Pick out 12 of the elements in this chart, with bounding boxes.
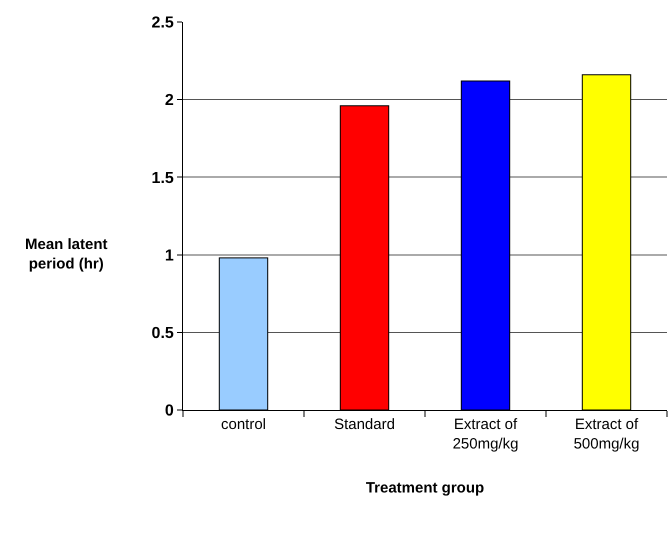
x-axis-title: Treatment group bbox=[366, 480, 484, 496]
x-tick-label: Extract of 500mg/kg bbox=[574, 416, 640, 452]
x-tick-label: control bbox=[220, 416, 266, 433]
x-tick-label: Extract of 250mg/kg bbox=[452, 416, 518, 452]
y-tick-label: 0 bbox=[164, 402, 174, 420]
y-tick-label: 0.5 bbox=[152, 325, 174, 342]
y-tick-label: 2 bbox=[164, 92, 174, 110]
y-tick-label: 1 bbox=[164, 247, 174, 264]
y-axis-title: Mean latent period (hr) bbox=[25, 236, 108, 272]
x-tick-label: Standard bbox=[334, 416, 395, 433]
y-tick-label: 2.5 bbox=[152, 14, 174, 32]
y-tick-label: 1.5 bbox=[152, 170, 174, 187]
